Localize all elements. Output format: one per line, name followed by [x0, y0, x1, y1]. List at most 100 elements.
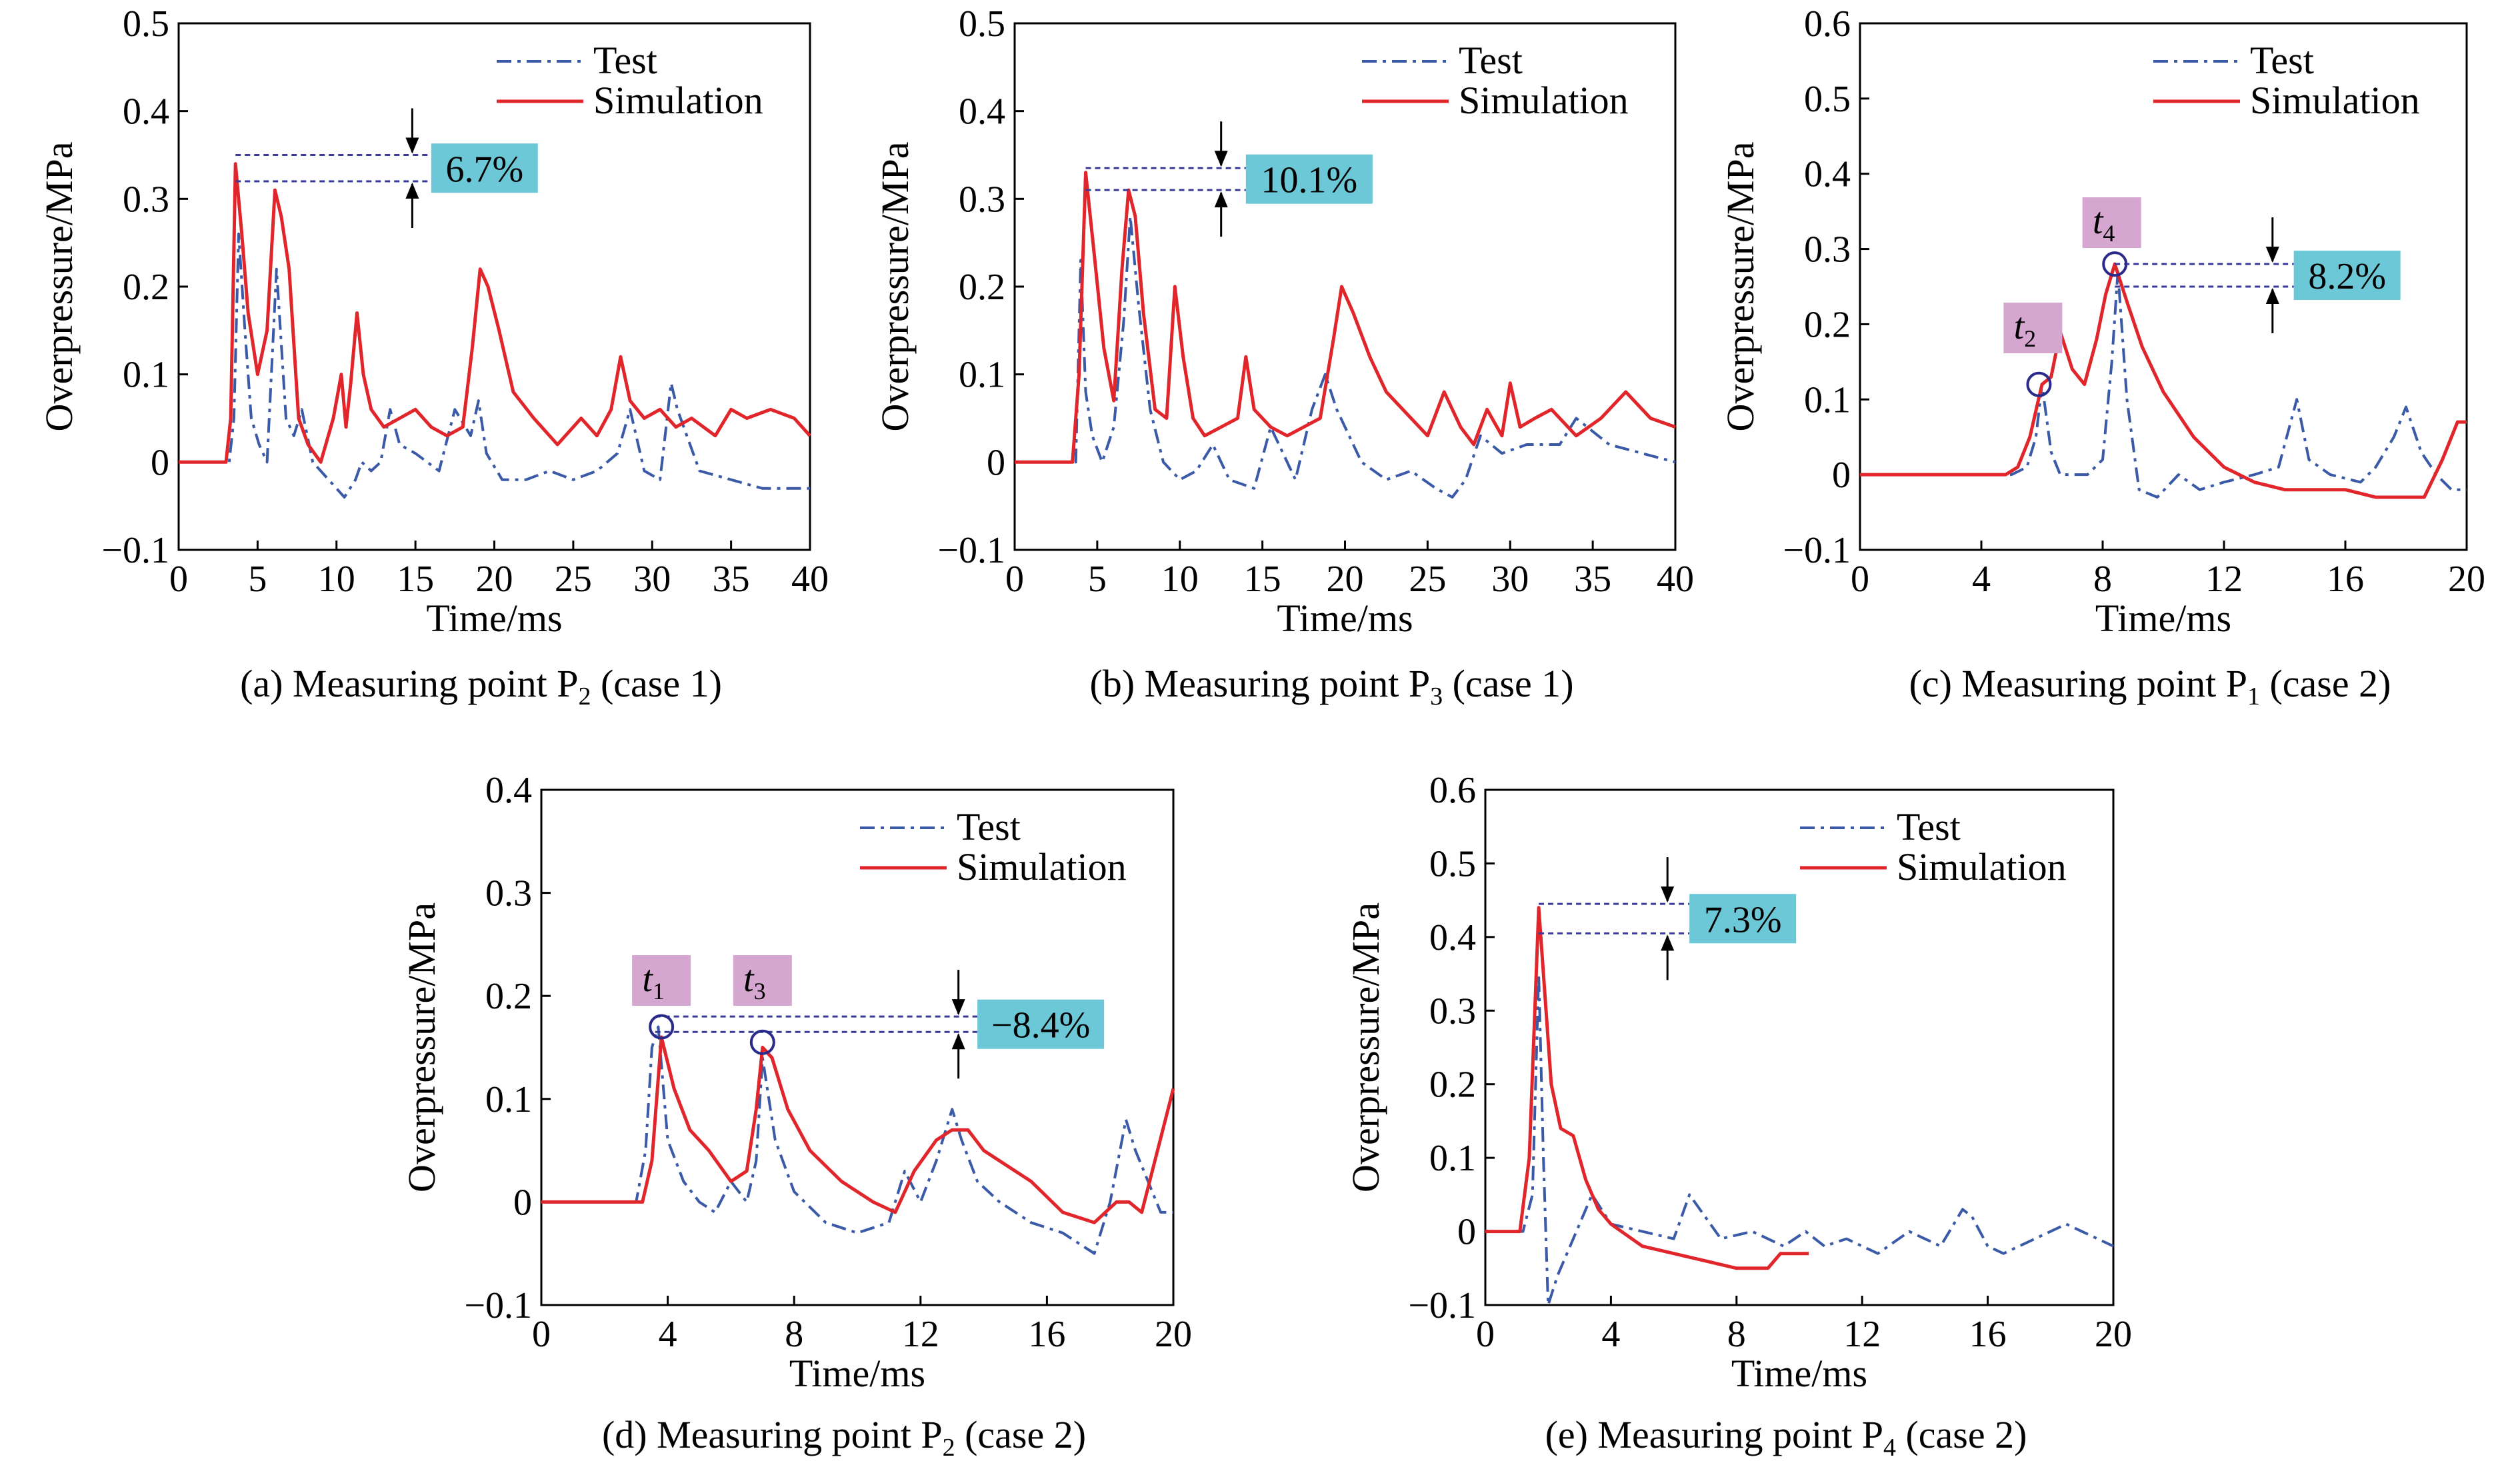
y-tick-label: −0.1: [1783, 530, 1851, 571]
y-tick-label: 0.6: [1429, 770, 1476, 811]
y-tick-label: −0.1: [937, 530, 1005, 571]
time-label: t3: [743, 958, 766, 1004]
chart-panel-e: 0 4 8 12 16 20−0.100.10.20.30.40.50.6Time/msO…: [1344, 770, 2132, 1462]
peak-marker-circle: [2026, 371, 2052, 397]
difference-percent-box: [977, 999, 1105, 1049]
y-tick-label: 0.4: [1804, 154, 1851, 195]
difference-percent-box: [1245, 154, 1373, 204]
y-tick-label: 0.2: [1804, 304, 1851, 345]
legend-label-test: Test: [1897, 805, 1961, 848]
x-tick-label: 4: [1601, 1314, 1620, 1355]
y-tick-label: 0.1: [1804, 379, 1851, 421]
panel-caption: (d) Measuring point P2 (case 2): [602, 1413, 1086, 1462]
x-tick-label: 16: [1028, 1314, 1065, 1355]
series-line-test: [1485, 972, 2114, 1306]
x-tick-label: 20: [1327, 559, 1364, 600]
y-tick-label: 0.4: [1429, 917, 1476, 958]
y-tick-label: 0.5: [959, 3, 1005, 45]
x-tick-label: 0: [532, 1314, 551, 1355]
x-tick-label: 10: [318, 559, 355, 600]
series-line-simulation: [1015, 171, 1676, 464]
arrow-head-up-icon: [1214, 191, 1228, 208]
y-tick-label: 0.5: [1429, 843, 1476, 884]
x-axis-title: Time/ms: [1277, 597, 1413, 640]
y-tick-label: 0.2: [959, 267, 1005, 308]
time-label: t1: [642, 958, 665, 1004]
peak-marker-circle: [649, 1014, 675, 1040]
legend-label-test: Test: [957, 805, 1021, 848]
series-line-simulation: [1485, 906, 1809, 1270]
arrow-head-down-icon: [951, 999, 965, 1016]
difference-percent-box: [2293, 251, 2401, 301]
x-tick-label: 25: [555, 559, 592, 600]
y-axis-title: Overpressure/MPa: [1719, 142, 1762, 432]
y-tick-label: 0: [1832, 455, 1851, 496]
y-tick-label: 0.2: [123, 267, 169, 308]
x-tick-label: 25: [1409, 559, 1446, 600]
series-line-simulation: [1860, 262, 2467, 499]
x-tick-label: 30: [1491, 559, 1529, 600]
y-tick-label: 0.3: [1804, 229, 1851, 271]
time-label-box: [2082, 197, 2141, 249]
x-tick-label: 20: [476, 559, 513, 600]
arrow-head-down-icon: [1214, 151, 1228, 167]
plot-frame: [1484, 788, 2115, 1306]
x-tick-label: 35: [713, 559, 750, 600]
x-tick-label: 0: [1476, 1314, 1495, 1355]
x-tick-label: 4: [659, 1314, 677, 1355]
panel-caption: (c) Measuring point P1 (case 2): [1909, 662, 2391, 711]
y-tick-label: 0.4: [123, 91, 169, 133]
x-tick-label: 10: [1161, 559, 1199, 600]
x-tick-label: 40: [1657, 559, 1694, 600]
arrow-head-up-icon: [951, 1033, 965, 1050]
series-line-simulation: [179, 162, 811, 464]
panel-caption: (e) Measuring point P4 (case 2): [1545, 1413, 2027, 1462]
y-tick-label: 0.3: [123, 179, 169, 220]
difference-percent-label: 8.2%: [2308, 256, 2386, 297]
x-tick-label: 35: [1574, 559, 1611, 600]
legend-label-simulation: Simulation: [1897, 845, 2067, 888]
y-axis-title: Overpressure/MPa: [37, 142, 81, 432]
x-tick-label: 16: [1969, 1314, 2007, 1355]
chart-panel-b: 0 5 10 15 20 25 30 35 40−0.100.10.20.30.40.5Time…: [873, 3, 1694, 711]
x-tick-label: 4: [1972, 559, 1991, 600]
y-axis-title: Overpressure/MPa: [400, 902, 443, 1192]
y-axis-title: Overpressure/MPa: [873, 142, 917, 432]
x-tick-label: 16: [2327, 559, 2364, 600]
x-tick-label: 15: [397, 559, 434, 600]
legend-label-simulation: Simulation: [1459, 79, 1629, 122]
series-line-test: [179, 233, 810, 499]
difference-percent-label: −8.4%: [991, 1005, 1090, 1046]
y-tick-label: 0.1: [1429, 1138, 1476, 1179]
x-tick-label: 12: [1843, 1314, 1881, 1355]
x-axis-title: Time/ms: [1731, 1352, 1867, 1395]
y-tick-label: 0.4: [959, 91, 1005, 133]
y-tick-label: 0: [987, 442, 1005, 483]
y-tick-label: 0.3: [1429, 990, 1476, 1032]
x-tick-label: 20: [1155, 1314, 1192, 1355]
y-tick-label: 0: [151, 442, 169, 483]
chart-panel-c: 0 4 8 12 16 20−0.100.10.20.30.40.50.6Time/msO…: [1719, 3, 2485, 711]
legend-label-test: Test: [593, 39, 657, 82]
x-tick-label: 12: [902, 1314, 939, 1355]
legend-label-simulation: Simulation: [593, 79, 763, 122]
y-tick-label: 0.1: [123, 355, 169, 396]
y-tick-label: 0.6: [1804, 3, 1851, 45]
peak-marker-circle: [2102, 251, 2128, 277]
time-label-box: [2003, 303, 2063, 354]
x-tick-label: 5: [248, 559, 267, 600]
plot-frame: [1859, 22, 2468, 551]
x-axis-title: Time/ms: [2095, 597, 2231, 640]
legend-label-test: Test: [2250, 39, 2314, 82]
y-tick-label: 0.2: [1429, 1064, 1476, 1106]
legend-label-simulation: Simulation: [2250, 79, 2420, 122]
series-line-simulation: [541, 1035, 1175, 1224]
x-tick-label: 0: [1851, 559, 1869, 600]
y-tick-label: 0.1: [485, 1079, 532, 1120]
y-tick-label: −0.1: [101, 530, 169, 571]
x-tick-label: 12: [2205, 559, 2243, 600]
x-tick-label: 0: [1005, 559, 1024, 600]
y-tick-label: 0.4: [485, 770, 532, 811]
difference-percent-label: 6.7%: [445, 149, 523, 190]
